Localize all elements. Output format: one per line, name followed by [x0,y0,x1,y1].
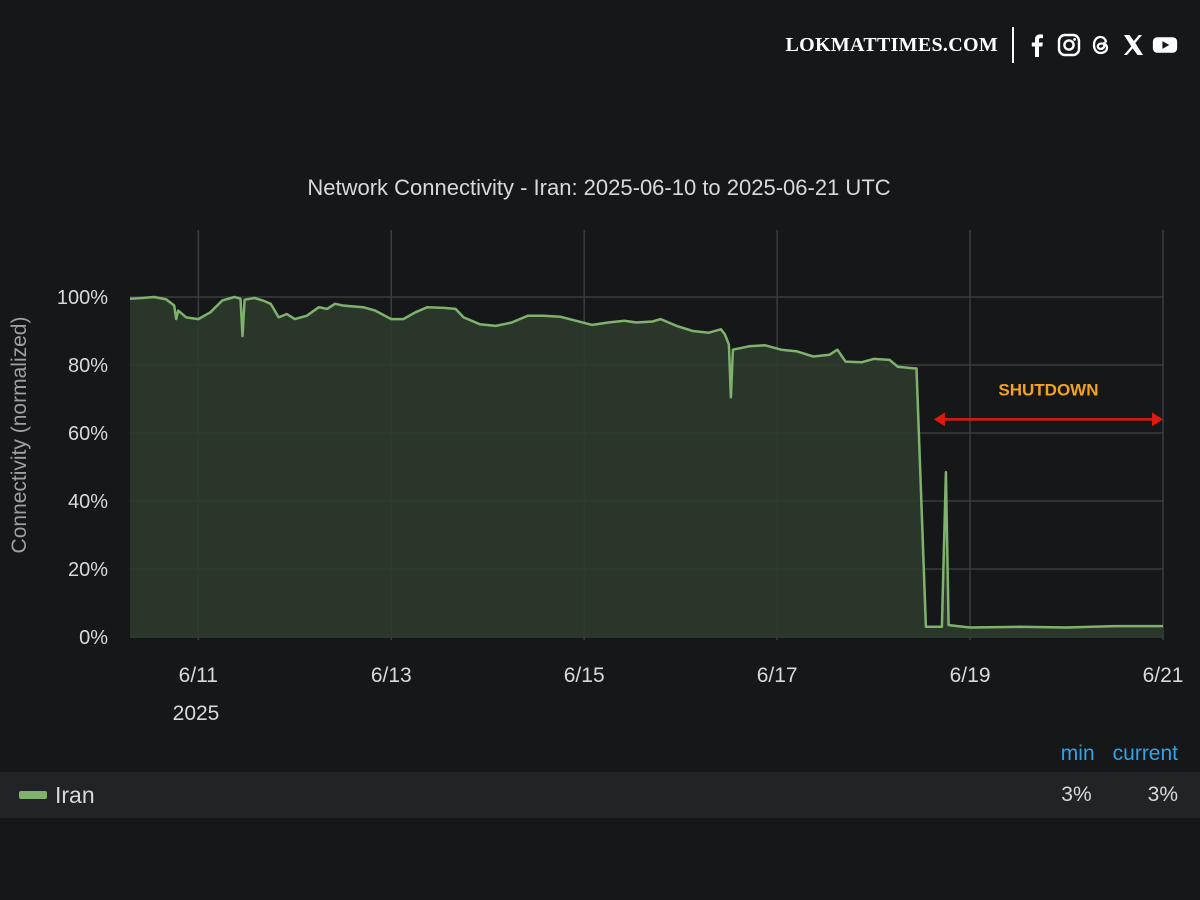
connectivity-chart: Network Connectivity - Iran: 2025-06-10 … [8,175,1184,725]
axis-ticks: 0% 20% 40% 60% 80% 100% 6/11 6/13 6/15 6/17 6/19 6/… [57,287,1184,687]
shutdown-arrow-head-right [1152,412,1163,427]
legend-col-min[interactable]: min [1060,742,1095,765]
y-tick-label: 40% [68,491,108,513]
x-tick-label: 6/21 [1143,664,1184,687]
legend-values: 3% 3% [1061,783,1178,807]
y-tick-label: 80% [68,355,108,377]
y-tick-label: 0% [79,627,108,649]
plot-area [129,295,1163,637]
shutdown-label: SHUTDOWN [998,380,1098,399]
y-tick-label: 60% [68,423,108,445]
youtube-icon[interactable] [1152,32,1178,58]
legend-header: min current [1061,742,1178,766]
series-line-iran [129,295,1163,629]
shutdown-annotation: SHUTDOWN [933,380,1163,427]
legend-current-value: 3% [1147,783,1178,806]
instagram-icon[interactable] [1056,32,1082,58]
series-area-iran [130,297,1163,637]
x-tick-label: 6/17 [757,664,798,687]
legend-swatch [19,791,47,799]
chart-title: Network Connectivity - Iran: 2025-06-10 … [307,175,890,200]
x-tick-label: 6/13 [371,664,412,687]
x-axis-year-label: 2025 [173,702,220,725]
y-tick-label: 100% [57,287,108,309]
legend-series-name[interactable]: Iran [55,781,95,808]
y-tick-label: 20% [68,559,108,581]
y-axis-label: Connectivity (normalized) [8,317,31,554]
shutdown-arrow-head-left [933,412,945,427]
x-tick-label: 6/19 [950,664,991,687]
legend-min-value: 3% [1061,783,1092,806]
x-tick-label: 6/11 [179,664,218,687]
facebook-icon[interactable] [1024,32,1050,58]
legend-row[interactable]: Iran 3% 3% [0,772,1200,818]
legend-col-current[interactable]: current [1112,742,1178,765]
x-icon[interactable] [1120,32,1146,58]
social-icons [1014,32,1178,58]
brand-logo-text: LOKMATTIMES.COM [786,27,1014,63]
brand-bar: LOKMATTIMES.COM [786,26,1178,64]
x-tick-label: 6/15 [564,664,605,687]
threads-icon[interactable] [1088,32,1114,58]
